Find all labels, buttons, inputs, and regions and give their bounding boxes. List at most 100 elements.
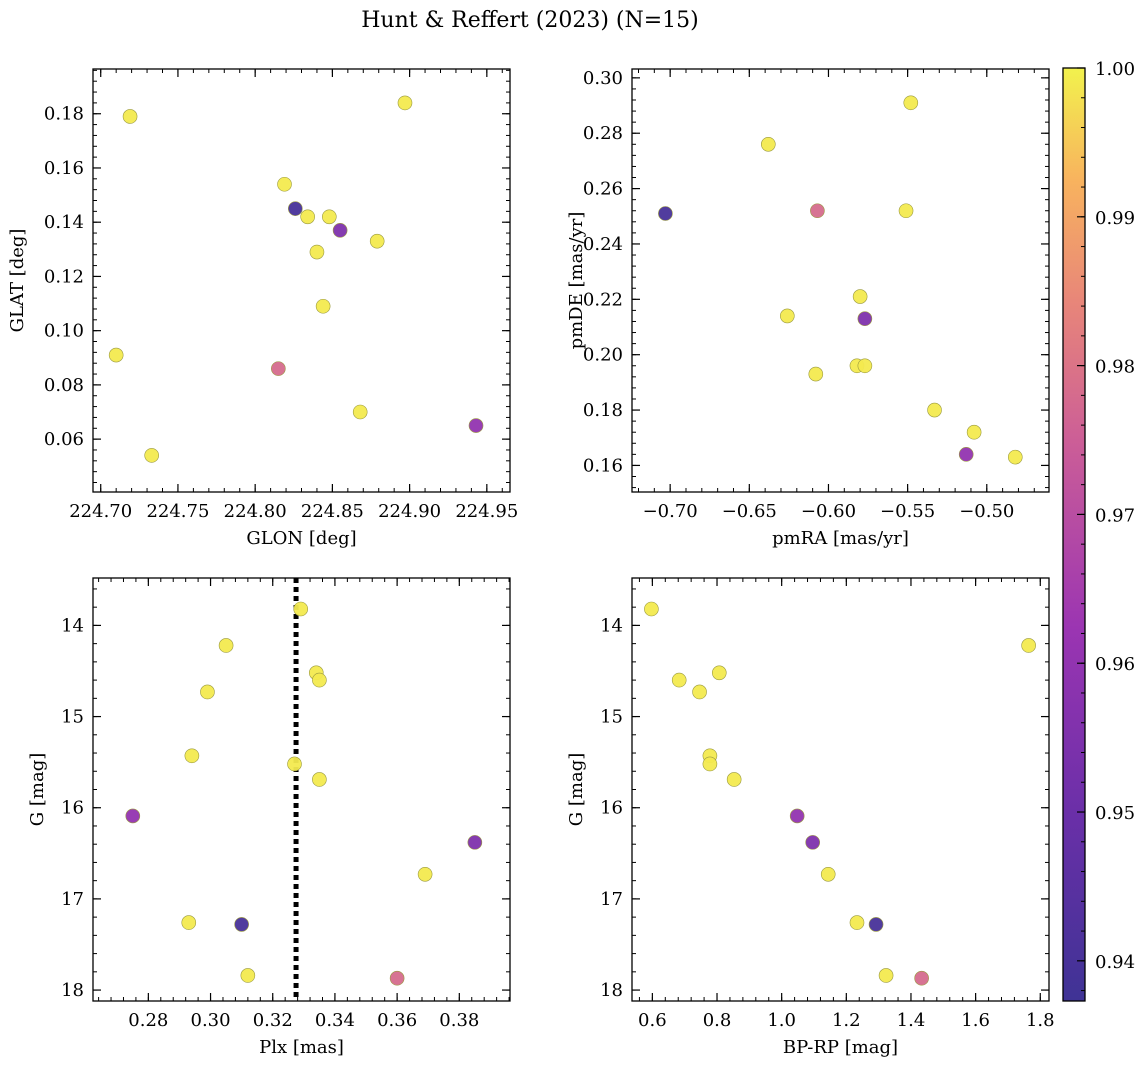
data-point — [903, 95, 919, 111]
data-point — [711, 665, 727, 681]
data-point — [805, 835, 821, 850]
y-tick-label: 0.12 — [44, 266, 84, 287]
x-tick-label: 0.34 — [315, 1010, 355, 1031]
y-tick-label: 0.06 — [44, 429, 84, 450]
x-tick-label: 1.8 — [1026, 1010, 1055, 1031]
data-point — [181, 915, 197, 930]
y-tick-label: 0.10 — [44, 321, 84, 342]
data-point — [234, 917, 249, 932]
data-point — [332, 223, 348, 238]
x-tick-label: 0.8 — [703, 1010, 732, 1031]
data-point — [914, 970, 929, 986]
data-point — [702, 756, 718, 772]
data-point — [389, 970, 405, 986]
x-tick-label: 224.90 — [378, 501, 441, 522]
data-point — [761, 136, 776, 152]
data-point — [671, 672, 687, 688]
data-point — [309, 244, 325, 260]
y-tick-label: 14 — [61, 615, 84, 636]
y-tick-label: 0.14 — [44, 212, 84, 233]
data-point — [218, 638, 234, 653]
data-point — [288, 201, 303, 216]
x-tick-label: −0.50 — [959, 501, 1014, 522]
data-point — [287, 756, 302, 772]
colorbar-tick-label: 0.98 — [1095, 357, 1135, 378]
y-tick-label: 17 — [600, 889, 623, 910]
data-point — [312, 672, 327, 688]
data-point — [184, 748, 200, 764]
data-point — [312, 772, 327, 787]
data-point — [927, 402, 942, 418]
colorbar-tick-label: 0.96 — [1095, 654, 1135, 675]
y-tick-label: 16 — [600, 798, 623, 819]
y-tick-label: 0.18 — [44, 104, 84, 125]
x-axis-label: GLON [deg] — [246, 528, 356, 549]
data-point — [417, 866, 433, 882]
y-tick-label: 0.30 — [583, 68, 623, 89]
data-point — [644, 601, 659, 617]
data-point — [369, 233, 385, 249]
x-tick-label: 224.85 — [301, 501, 364, 522]
data-point — [108, 347, 124, 363]
data-point — [692, 684, 707, 700]
y-tick-label: 0.22 — [583, 289, 623, 310]
panel-bprp-g: 0.6 0.8 1.0 1.2 1.4 1.6 1.8 14 15 16 17 18 BP-RP [ma… — [566, 577, 1055, 1058]
y-tick-label: 0.20 — [583, 345, 623, 366]
x-tick-label: 224.75 — [146, 501, 209, 522]
x-tick-label: 1.6 — [961, 1010, 990, 1031]
data-point — [789, 808, 805, 824]
data-point — [878, 968, 894, 983]
data-point — [293, 601, 309, 617]
x-tick-label: −0.55 — [880, 501, 935, 522]
data-point — [898, 203, 914, 219]
data-point — [125, 808, 141, 824]
x-tick-label: 0.32 — [253, 1010, 293, 1031]
x-tick-label: 224.80 — [224, 501, 287, 522]
x-tick-label: −0.65 — [722, 501, 777, 522]
plot-frame — [631, 68, 1050, 493]
data-point — [352, 404, 368, 420]
data-point — [658, 206, 673, 221]
data-point — [820, 866, 836, 882]
data-point — [468, 418, 484, 433]
x-axis-label: Plx [mas] — [259, 1037, 344, 1058]
data-point — [780, 308, 795, 324]
y-axis-label: G [mag] — [27, 753, 48, 826]
colorbar-tick-label: 0.94 — [1095, 952, 1135, 973]
data-point — [1021, 638, 1036, 653]
colorbar-tick-label: 0.99 — [1095, 208, 1135, 229]
data-point — [857, 358, 873, 374]
colorbar-frame — [1062, 67, 1086, 1002]
data-point — [240, 968, 256, 983]
x-tick-label: 0.36 — [377, 1010, 417, 1031]
y-tick-label: 0.18 — [583, 400, 623, 421]
data-point — [397, 95, 413, 111]
data-point — [857, 311, 873, 327]
y-tick-label: 0.26 — [583, 179, 623, 200]
data-point — [852, 289, 868, 304]
plot-frame — [92, 68, 511, 493]
x-tick-label: 224.95 — [455, 501, 518, 522]
y-axis-label: GLAT [deg] — [7, 229, 28, 333]
y-tick-label: 0.28 — [583, 123, 623, 144]
y-axis-label: pmDE [mas/yr] — [566, 212, 587, 350]
x-tick-label: 1.4 — [897, 1010, 926, 1031]
x-tick-label: 1.0 — [767, 1010, 796, 1031]
y-tick-label: 18 — [61, 980, 84, 1001]
y-tick-label: 18 — [600, 980, 623, 1001]
plot-frame — [92, 577, 511, 1002]
data-point — [868, 917, 884, 932]
colorbar-gradient — [1063, 68, 1085, 1001]
y-tick-label: 0.16 — [44, 158, 84, 179]
data-point — [122, 109, 138, 124]
x-tick-label: 0.38 — [439, 1010, 479, 1031]
x-axis-label: pmRA [mas/yr] — [772, 528, 909, 549]
data-point — [200, 684, 215, 700]
y-tick-label: 0.08 — [44, 375, 84, 396]
data-point — [1007, 449, 1023, 465]
x-tick-label: −0.60 — [801, 501, 856, 522]
plot-frame — [631, 577, 1050, 1002]
data-point — [321, 209, 337, 225]
data-point — [808, 366, 824, 382]
